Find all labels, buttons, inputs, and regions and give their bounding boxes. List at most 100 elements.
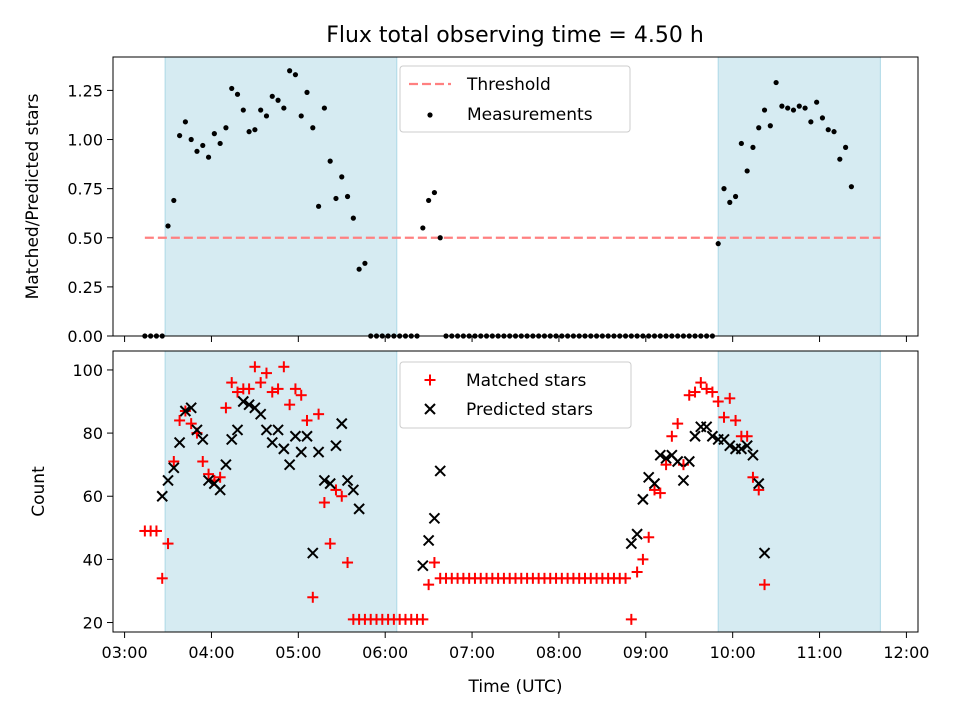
- measurement-point: [333, 195, 339, 202]
- matched-star-point: [330, 484, 342, 496]
- x-axis-label: Time (UTC): [468, 677, 563, 697]
- predicted-star-point: [243, 398, 255, 411]
- bottom-y-tick-label: 40: [83, 550, 103, 569]
- chart-title: Flux total observing time = 4.50 h: [326, 23, 704, 48]
- top-y-axis-label: Matched/Predicted stars: [23, 93, 43, 299]
- matched-star-point: [226, 377, 238, 389]
- measurement-point: [205, 154, 212, 160]
- predicted-star-point: [278, 443, 290, 455]
- predicted-star-point: [422, 534, 435, 547]
- measurement-point: [223, 125, 229, 131]
- matched-star-point: [324, 538, 336, 550]
- predicted-star-point: [735, 443, 748, 455]
- predicted-star-point: [289, 430, 302, 442]
- measurement-point: [234, 91, 241, 97]
- x-tick-label: 03:00: [102, 643, 148, 662]
- predicted-star-point: [648, 477, 661, 490]
- measurement-point: [321, 105, 327, 111]
- measurement-point: [188, 136, 194, 143]
- predicted-star-point: [301, 430, 313, 442]
- bottom-y-axis-label: Count: [29, 466, 49, 517]
- measurement-point: [246, 129, 252, 135]
- measurement-point: [727, 199, 733, 205]
- matched-star-point: [156, 572, 168, 584]
- legend-frame: [399, 65, 631, 133]
- measurement-point: [750, 144, 756, 150]
- matched-star-point: [284, 399, 296, 411]
- matched-star-point: [260, 367, 272, 379]
- legend-matched-swatch: [424, 374, 436, 386]
- matched-star-point: [168, 456, 180, 468]
- bottom-y-axis: 20 40 60 80 100: [72, 361, 113, 633]
- measurement-point: [761, 107, 768, 113]
- legend-predicted-swatch: [424, 403, 436, 415]
- predicted-star-point: [631, 528, 643, 540]
- measurement-point: [785, 105, 791, 111]
- predicted-star-point: [237, 395, 250, 408]
- predicted-star-point: [202, 474, 215, 487]
- measurement-point: [715, 241, 721, 247]
- predicted-star-point: [330, 440, 342, 452]
- measurement-point: [779, 103, 785, 109]
- measurement-point: [808, 119, 814, 125]
- top-shaded-spans: [164, 56, 881, 337]
- matched-star-point: [307, 591, 319, 603]
- matched-star-point: [666, 430, 678, 442]
- predicted-star-point: [336, 417, 348, 430]
- matched-star-point: [423, 579, 435, 591]
- predicted-star-point: [156, 490, 168, 502]
- top-axes-frame: [112, 56, 919, 337]
- predicted-star-point: [660, 452, 672, 465]
- matched-star-point: [214, 471, 226, 483]
- matched-star-point: [637, 553, 649, 565]
- measurement-point: [825, 127, 831, 133]
- bottom-y-tick-label: 80: [83, 424, 103, 443]
- top-y-tick-label: 1.25: [67, 81, 103, 100]
- matched-star-point: [150, 525, 162, 537]
- predicted-star-point: [272, 424, 284, 436]
- matched-star-point: [336, 490, 348, 502]
- top-y-tick-label: 0.50: [67, 229, 103, 248]
- matched-star-point: [289, 383, 301, 395]
- matched-star-point: [185, 418, 197, 430]
- predicted-star-point: [741, 440, 753, 452]
- top-y-tick-label: 1.00: [67, 131, 103, 150]
- x-tick-label: 09:00: [623, 643, 669, 662]
- measurement-point: [744, 168, 750, 174]
- matched-star-point: [695, 377, 707, 389]
- matched-star-point: [718, 411, 730, 423]
- matched-star-point: [706, 386, 718, 398]
- predicted-star-point: [428, 512, 441, 525]
- x-tick-label: 12:00: [883, 643, 929, 662]
- matched-star-point: [683, 389, 695, 401]
- measurement-point: [431, 189, 438, 196]
- matched-star-point: [174, 414, 186, 426]
- bottom-panel: 20 40 60 80 100 03:00 04:00 05:00 06:00 07:00 08:…: [29, 350, 929, 697]
- predicted-star-point: [283, 458, 296, 471]
- measurement-point: [837, 156, 843, 162]
- measurement-point: [732, 193, 739, 200]
- measurement-point: [796, 103, 802, 109]
- predicted-star-point: [324, 477, 336, 490]
- bottom-shaded-span-0: [164, 350, 398, 633]
- predicted-stars-series: [156, 395, 771, 572]
- bottom-shaded-spans: [164, 350, 881, 633]
- matched-star-point: [654, 487, 666, 499]
- bottom-y-tick-label: 20: [83, 614, 103, 633]
- matched-star-point: [417, 613, 429, 625]
- bottom-legend: Matched stars Predicted stars: [399, 361, 632, 429]
- bottom-y-tick-label: 60: [83, 487, 103, 506]
- measurement-point: [211, 131, 217, 137]
- matched-star-point: [203, 468, 215, 480]
- matched-star-point: [620, 572, 632, 584]
- measurement-point: [194, 148, 200, 154]
- measurement-point: [738, 140, 744, 147]
- matched-star-point: [272, 383, 284, 395]
- measurement-point: [171, 197, 177, 204]
- measurement-point: [304, 89, 310, 95]
- measurement-point: [182, 119, 188, 125]
- predicted-star-point: [260, 424, 273, 436]
- top-panel: 0.00 0.25 0.50 0.75 1.00 1.25 Matched/Predict…: [23, 56, 919, 346]
- x-tick-label: 08:00: [536, 643, 582, 662]
- measurement-point: [814, 99, 820, 105]
